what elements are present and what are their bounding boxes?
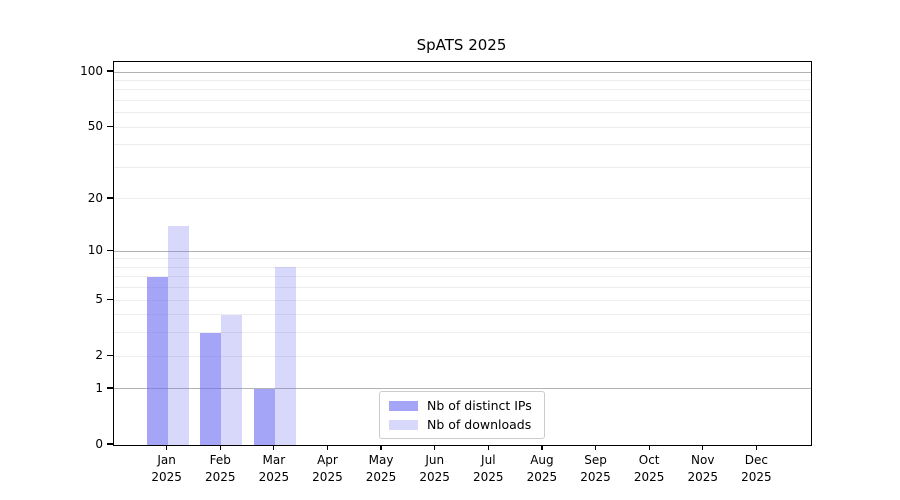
x-tick-mark	[380, 445, 382, 450]
x-tick-mark	[273, 445, 275, 450]
x-tick-mark	[594, 445, 597, 450]
bar-distinct-ips	[200, 332, 222, 445]
bar-downloads	[274, 267, 296, 445]
gridline-minor	[114, 299, 811, 301]
x-tick-year: 2025	[580, 470, 611, 484]
legend-item-distinct-ips: Nb of distinct IPs	[389, 398, 532, 413]
y-tick-mark	[107, 70, 113, 72]
y-tick-label: 5	[95, 292, 103, 307]
x-tick-year: 2025	[365, 470, 397, 484]
gridline-minor	[114, 332, 811, 334]
y-tick-label: 1	[95, 380, 103, 395]
x-tick-label: Apr 2025	[299, 452, 355, 486]
gridline-minor	[114, 79, 811, 81]
gridline-minor	[114, 355, 811, 357]
gridline-minor	[114, 266, 811, 268]
x-tick-year: 2025	[526, 470, 558, 484]
y-tick-mark	[107, 249, 113, 251]
y-tick-label: 20	[87, 190, 103, 205]
x-tick-month: Jan	[157, 453, 176, 467]
gridline-minor	[114, 287, 811, 289]
x-tick-label: Feb 2025	[192, 452, 248, 486]
gridline-minor	[114, 112, 811, 114]
y-tick-mark	[107, 298, 113, 300]
gridline-minor	[114, 276, 811, 278]
x-tick-month: Jul	[481, 453, 496, 467]
legend-item-downloads: Nb of downloads	[389, 417, 532, 432]
x-tick-month: Mar	[262, 453, 286, 467]
y-tick-label: 2	[95, 348, 103, 363]
x-tick-mark	[219, 445, 221, 450]
legend-swatch-downloads-icon	[389, 419, 418, 430]
bar-downloads	[221, 314, 243, 445]
x-tick-month: Dec	[744, 453, 768, 467]
x-tick-year: 2025	[687, 470, 719, 484]
x-tick-year: 2025	[151, 470, 182, 484]
y-tick-label: 0	[95, 437, 103, 451]
x-tick-label: Nov 2025	[675, 452, 731, 486]
x-tick-mark	[487, 445, 489, 450]
x-tick-label: Oct 2025	[621, 452, 677, 486]
bar-distinct-ips	[253, 388, 275, 445]
x-tick-year: 2025	[741, 470, 772, 484]
y-tick-mark	[107, 443, 113, 445]
x-tick-year: 2025	[312, 470, 343, 484]
x-tick-month: Aug	[530, 453, 554, 467]
x-tick-label: Jan 2025	[139, 452, 195, 486]
x-tick-mark	[326, 445, 329, 450]
x-tick-month: Sep	[584, 453, 607, 467]
bar-distinct-ips	[146, 276, 168, 445]
legend-label-distinct-ips: Nb of distinct IPs	[427, 398, 532, 413]
x-tick-label: May 2025	[353, 452, 409, 486]
gridline-minor	[114, 314, 811, 316]
x-tick-mark	[648, 445, 650, 450]
y-tick-mark	[107, 387, 113, 389]
gridline-minor	[114, 198, 811, 200]
y-tick-mark	[107, 354, 113, 356]
x-tick-month: Jun	[425, 453, 445, 467]
y-tick-mark	[107, 197, 113, 199]
y-tick-label: 100	[80, 64, 103, 78]
gridline-major	[114, 388, 811, 390]
x-tick-month: Feb	[209, 453, 231, 467]
x-tick-year: 2025	[258, 470, 290, 484]
gridline-minor	[114, 126, 811, 128]
y-tick-mark	[107, 125, 113, 127]
x-tick-mark	[166, 445, 168, 450]
gridline-major	[114, 71, 811, 73]
x-tick-year: 2025	[633, 470, 665, 484]
gridline-minor	[114, 258, 811, 260]
y-tick-label: 50	[87, 119, 103, 134]
x-tick-label: Sep 2025	[568, 452, 624, 486]
legend-swatch-distinct-ips-icon	[389, 400, 418, 411]
y-tick-label: 10	[87, 243, 103, 258]
legend-label-downloads: Nb of downloads	[427, 417, 532, 432]
plot-area	[113, 61, 812, 446]
x-tick-month: Oct	[638, 453, 660, 467]
x-tick-label: Jun 2025	[407, 452, 463, 486]
x-tick-mark	[434, 445, 436, 450]
bar-downloads	[167, 226, 189, 445]
x-tick-year: 2025	[473, 470, 504, 484]
x-tick-label: Jul 2025	[460, 452, 516, 486]
gridline-major	[114, 250, 811, 252]
x-tick-mark	[702, 445, 704, 450]
legend: Nb of distinct IPs Nb of downloads	[379, 391, 545, 439]
chart-title: SpATS 2025	[416, 36, 507, 54]
gridline-minor	[114, 166, 811, 168]
x-tick-year: 2025	[419, 470, 450, 484]
x-tick-mark	[541, 445, 543, 450]
x-tick-label: Aug 2025	[514, 452, 570, 486]
gridline-minor	[114, 99, 811, 101]
x-tick-month: May	[368, 453, 394, 467]
x-tick-year: 2025	[204, 470, 236, 484]
x-tick-label: Dec 2025	[728, 452, 784, 486]
x-tick-mark	[755, 445, 757, 450]
gridline-minor	[114, 89, 811, 91]
gridline-minor	[114, 144, 811, 146]
x-tick-label: Mar 2025	[246, 452, 302, 486]
x-tick-month: Nov	[691, 453, 715, 467]
x-tick-month: Apr	[317, 453, 338, 467]
